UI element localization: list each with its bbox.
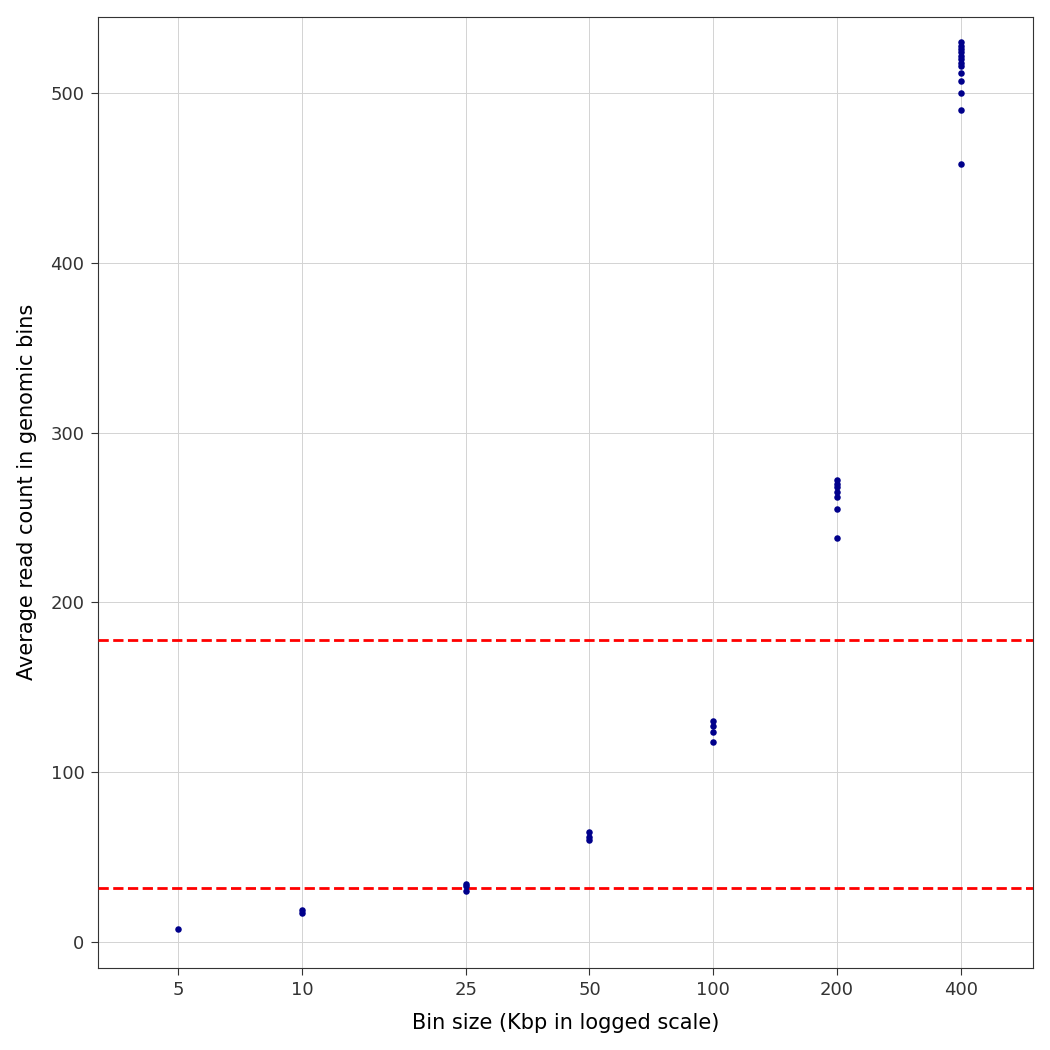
Point: [294, 901, 311, 918]
Point: [952, 156, 969, 173]
Point: [952, 44, 969, 61]
Point: [952, 34, 969, 50]
Point: [952, 50, 969, 67]
Point: [952, 47, 969, 64]
Point: [294, 905, 311, 922]
Y-axis label: Average read count in genomic bins: Average read count in genomic bins: [17, 304, 37, 680]
Point: [705, 713, 721, 730]
X-axis label: Bin size (Kbp in logged scale): Bin size (Kbp in logged scale): [413, 1013, 719, 1033]
Point: [952, 41, 969, 58]
Point: [705, 723, 721, 740]
Point: [828, 484, 845, 501]
Point: [457, 878, 474, 895]
Point: [952, 37, 969, 54]
Point: [952, 72, 969, 89]
Point: [952, 55, 969, 71]
Point: [952, 102, 969, 119]
Point: [952, 58, 969, 75]
Point: [828, 476, 845, 492]
Point: [828, 471, 845, 488]
Point: [581, 832, 597, 848]
Point: [170, 920, 187, 937]
Point: [828, 501, 845, 518]
Point: [705, 718, 721, 735]
Point: [828, 529, 845, 546]
Point: [952, 85, 969, 102]
Point: [952, 64, 969, 81]
Point: [705, 733, 721, 750]
Point: [828, 489, 845, 506]
Point: [457, 883, 474, 900]
Point: [581, 828, 597, 845]
Point: [828, 479, 845, 496]
Point: [457, 876, 474, 892]
Point: [581, 823, 597, 840]
